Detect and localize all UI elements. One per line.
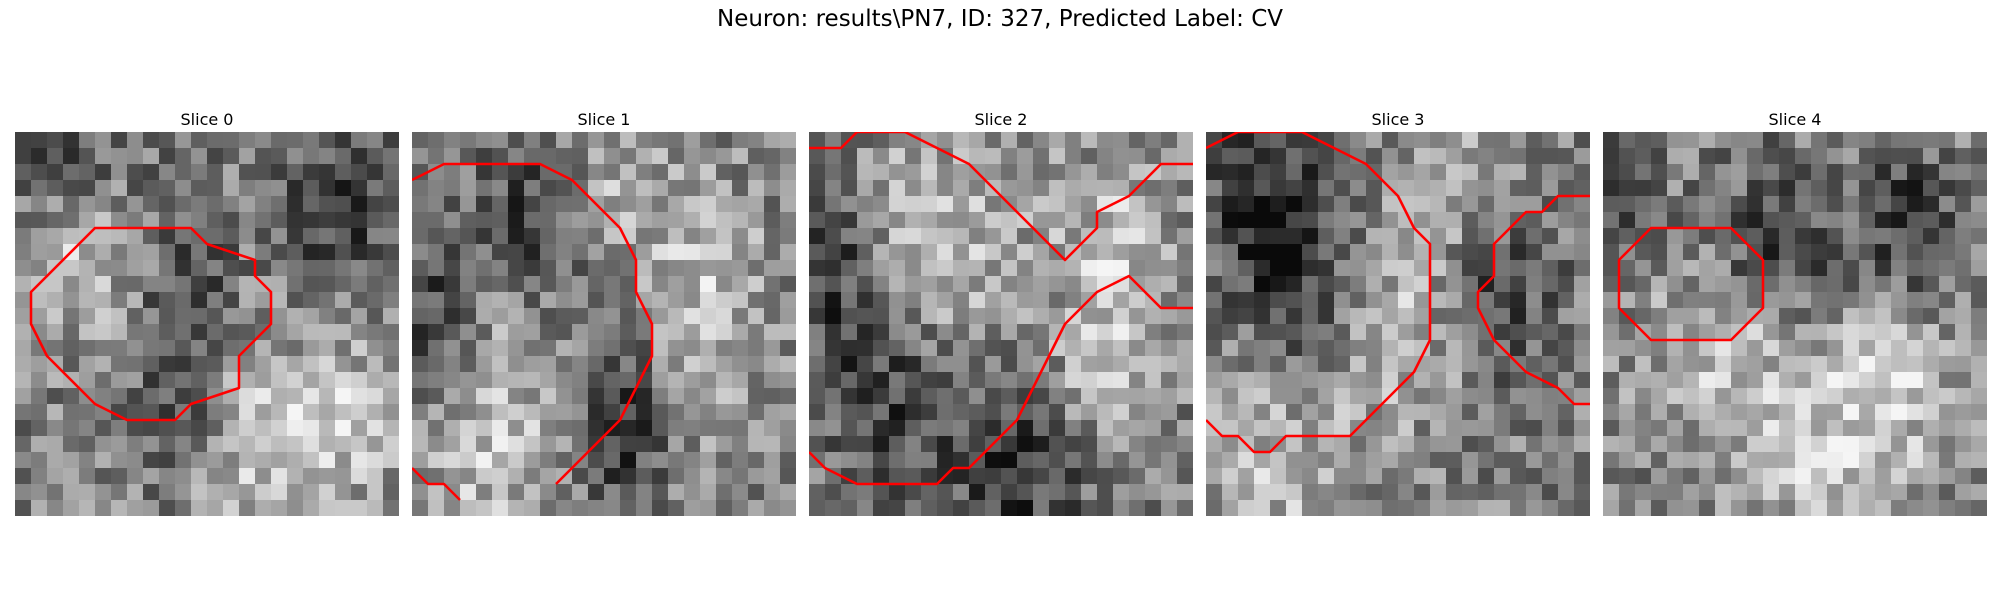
segmentation-contour bbox=[412, 162, 654, 485]
slice-title: Slice 0 bbox=[180, 110, 234, 129]
figure-title: Neuron: results\PN7, ID: 327, Predicted … bbox=[717, 6, 1283, 32]
slice-panel-1: Slice 1 bbox=[412, 108, 796, 516]
slice-image bbox=[15, 132, 399, 516]
segmentation-contour bbox=[809, 274, 1193, 486]
slice-title: Slice 1 bbox=[577, 110, 631, 129]
slice-panel-0: Slice 0 bbox=[15, 108, 399, 516]
slice-image bbox=[1603, 132, 1987, 516]
slice-image bbox=[809, 132, 1193, 516]
slice-title: Slice 4 bbox=[1768, 110, 1822, 129]
slice-panel-3: Slice 3 bbox=[1206, 108, 1590, 516]
segmentation-contour bbox=[809, 132, 1193, 262]
slice-panel-2: Slice 2 bbox=[809, 108, 1193, 516]
slice-image bbox=[1206, 132, 1590, 516]
segmentation-contour bbox=[1206, 132, 1432, 454]
slice-panel-4: Slice 4 bbox=[1603, 108, 1987, 516]
segmentation-contour bbox=[1617, 226, 1765, 342]
segmentation-contour bbox=[412, 467, 461, 501]
segmentation-contour bbox=[1476, 194, 1590, 406]
slice-title: Slice 3 bbox=[1371, 110, 1425, 129]
slice-image bbox=[412, 132, 796, 516]
segmentation-contour bbox=[29, 226, 273, 422]
slice-title: Slice 2 bbox=[974, 110, 1028, 129]
